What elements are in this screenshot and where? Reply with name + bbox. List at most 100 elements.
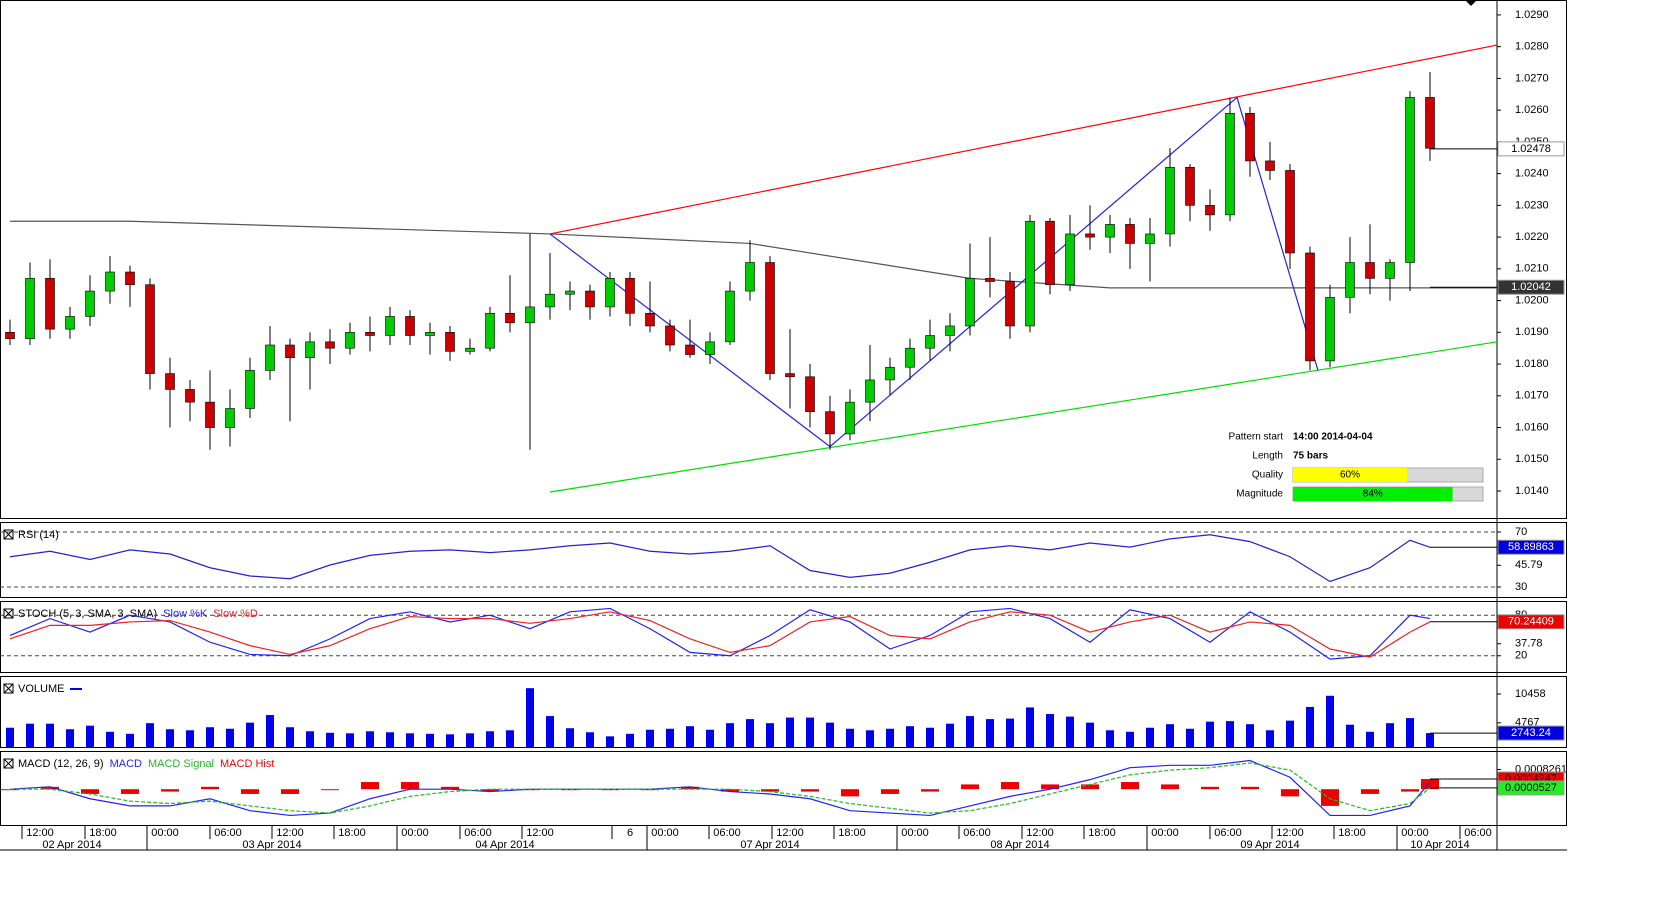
candle-body	[1085, 233, 1095, 238]
y-tick-label: 1.0260	[1515, 104, 1549, 116]
candle-body	[205, 401, 215, 428]
macd-hist-bar	[321, 789, 339, 791]
macd-hist-bar	[41, 786, 59, 790]
candle-body	[385, 316, 395, 336]
candle-body	[885, 366, 895, 381]
candle-body	[925, 335, 935, 349]
volume-bar	[246, 722, 254, 747]
candle-body	[325, 341, 335, 349]
candle-body	[1145, 233, 1155, 244]
volume-bar	[1166, 724, 1174, 747]
volume-bar	[1106, 730, 1114, 747]
volume-bar	[366, 731, 374, 747]
y-tick-label: 1.0150	[1515, 453, 1549, 465]
candle-body	[905, 347, 915, 368]
candle-body	[405, 316, 415, 336]
candle-body	[1125, 224, 1135, 244]
volume-bar	[46, 723, 54, 747]
candle-body	[505, 312, 515, 324]
macd-hist-bar	[1241, 786, 1259, 790]
volume-bar	[666, 728, 674, 747]
date-label: 07 Apr 2014	[740, 839, 799, 851]
macd-hist-bar	[801, 789, 819, 792]
candle-body	[685, 344, 695, 355]
volume-bar	[386, 732, 394, 747]
candle-body	[285, 344, 295, 359]
time-label: 12:00	[1276, 827, 1304, 839]
y-tick-label: 10458	[1515, 688, 1546, 700]
candle-body	[265, 344, 275, 371]
volume-bar	[946, 723, 954, 747]
volume-bar	[606, 736, 614, 747]
volume-bar	[806, 717, 814, 747]
volume-bar	[1266, 730, 1274, 747]
y-tick-label: 1.0170	[1515, 390, 1549, 402]
candle-body	[945, 325, 955, 336]
volume-bar	[766, 723, 774, 747]
volume-bar	[1386, 723, 1394, 747]
candle-body	[805, 376, 815, 412]
volume-bar	[126, 733, 134, 747]
volume-bar	[1366, 731, 1374, 747]
volume-bar	[1146, 727, 1154, 747]
time-label: 12:00	[526, 827, 554, 839]
time-label: 00:00	[1401, 827, 1429, 839]
volume-bar	[186, 730, 194, 747]
current-price-label-box	[1497, 279, 1565, 295]
time-label: 00:00	[151, 827, 179, 839]
candle-body	[45, 278, 55, 330]
macd-hist-bar	[241, 789, 259, 794]
volume-bar	[1086, 722, 1094, 747]
y-tick-label: 70	[1515, 526, 1527, 538]
candle-body	[965, 278, 975, 327]
time-label: 18:00	[89, 827, 117, 839]
volume-bar	[1046, 714, 1054, 747]
panel-title: RSI (14)	[18, 529, 59, 541]
time-label: 06:00	[1464, 827, 1492, 839]
volume-bar	[1006, 718, 1014, 747]
candle-body	[625, 278, 635, 314]
volume-bar	[846, 728, 854, 747]
macd-hist-bar	[1001, 782, 1019, 790]
time-label: 06:00	[1214, 827, 1242, 839]
current-price-label: 1.02478	[1511, 143, 1551, 155]
volume-bar	[786, 717, 794, 747]
volume-bar	[466, 733, 474, 747]
candle-body	[445, 332, 455, 352]
time-label: 00:00	[1151, 827, 1179, 839]
panel-frame	[0, 0, 1567, 519]
panel-toggle	[3, 529, 14, 540]
macd-hist-bar	[441, 786, 459, 790]
volume-bar	[1226, 721, 1234, 747]
candle-body	[5, 332, 15, 339]
date-label: 09 Apr 2014	[1240, 839, 1299, 851]
volume-bar	[686, 726, 694, 747]
time-label: 18:00	[338, 827, 366, 839]
volume-bar	[566, 728, 574, 747]
candle-body	[765, 262, 775, 374]
candle-body	[105, 271, 115, 292]
macd-hist-bar	[201, 786, 219, 790]
candle-body	[1365, 262, 1375, 279]
volume-bar	[1066, 716, 1074, 747]
current-value-label: 2743.24	[1511, 727, 1551, 739]
candle-body	[1105, 224, 1115, 238]
candle-body	[165, 373, 175, 390]
pattern-info-label: Quality	[1252, 470, 1283, 481]
overlay-line	[549, 44, 1498, 235]
volume-bar	[1206, 721, 1214, 747]
candle-body	[585, 290, 595, 308]
date-label: 02 Apr 2014	[42, 839, 101, 851]
macd-hist-bar	[1161, 784, 1179, 790]
legend-entry: MACD Signal	[148, 758, 214, 770]
overlay-line	[549, 96, 1319, 448]
time-label: 06:00	[464, 827, 492, 839]
time-label: 18:00	[1338, 827, 1366, 839]
macd-hist-bar	[761, 789, 779, 792]
candle-body	[865, 379, 875, 403]
date-label: 03 Apr 2014	[242, 839, 301, 851]
macd-signal-line	[10, 762, 1431, 814]
macd-hist-bar	[1401, 789, 1419, 792]
legend-entry: MACD Hist	[220, 758, 274, 770]
candle-body	[825, 411, 835, 435]
